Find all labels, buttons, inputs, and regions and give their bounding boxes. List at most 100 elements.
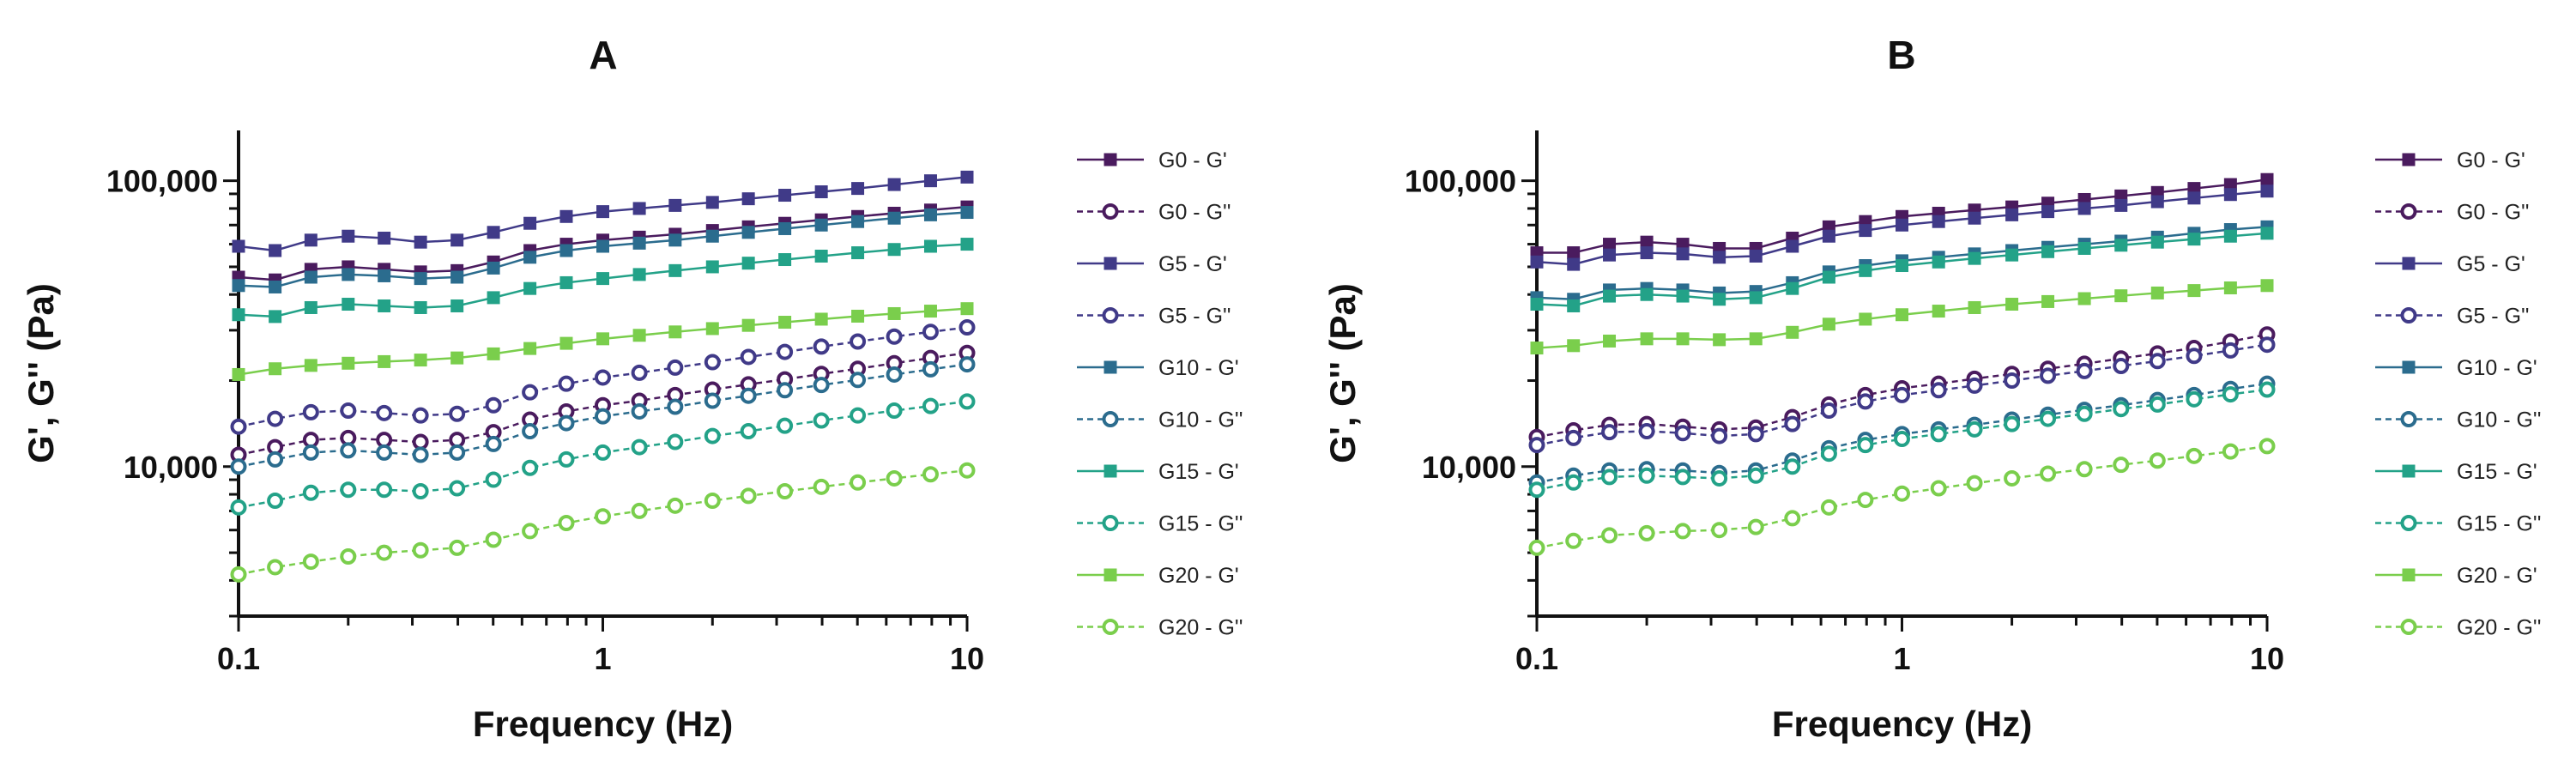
data-point <box>269 362 282 376</box>
legend-label: G20 - G'' <box>2457 616 2541 640</box>
data-point <box>1859 263 1872 277</box>
data-point <box>741 192 755 206</box>
data-point <box>522 523 539 540</box>
data-point <box>1966 420 1983 438</box>
legend-marker <box>2400 411 2417 427</box>
data-point <box>522 423 539 440</box>
data-point <box>340 547 357 565</box>
series-g20-gp <box>232 302 974 381</box>
data-point <box>1640 235 1654 249</box>
data-point <box>887 178 901 191</box>
data-point <box>777 343 794 360</box>
data-point <box>2150 235 2164 249</box>
data-point <box>1749 332 1763 346</box>
data-point <box>1784 510 1801 527</box>
legend-item: G0 - G'' <box>1077 201 1231 225</box>
data-point <box>2005 208 2019 221</box>
data-point <box>342 356 355 370</box>
data-point <box>412 407 429 424</box>
legend-label: G20 - G'' <box>1158 616 1243 640</box>
data-point <box>631 502 648 519</box>
data-point <box>667 433 684 451</box>
data-point <box>851 309 865 323</box>
data-point <box>1565 532 1582 549</box>
legend-item: G10 - G' <box>2375 356 2537 380</box>
data-point <box>1930 480 1947 497</box>
data-point <box>1713 251 1726 264</box>
data-point <box>523 342 537 355</box>
series-g20-gp <box>1530 279 2274 355</box>
data-point <box>922 466 939 483</box>
data-point <box>2187 233 2201 246</box>
data-point <box>632 236 646 250</box>
y-tick-label: 100,000 <box>1405 164 1516 199</box>
data-point <box>340 402 357 420</box>
data-point <box>887 306 901 320</box>
data-point <box>558 375 575 392</box>
data-point <box>632 202 646 215</box>
data-point <box>2259 381 2276 398</box>
data-point <box>414 272 427 286</box>
data-point <box>704 427 721 444</box>
series-g10-gp <box>232 206 974 293</box>
legend-label: G0 - G'' <box>2457 201 2530 225</box>
legend-marker <box>2402 360 2416 374</box>
data-point <box>958 319 976 336</box>
data-point <box>450 299 464 312</box>
data-point <box>559 275 573 289</box>
data-point <box>851 182 865 196</box>
y-tick-label: 100,000 <box>106 164 218 199</box>
data-point <box>777 483 794 500</box>
data-point <box>2040 465 2057 482</box>
data-point <box>631 364 648 381</box>
data-point <box>705 322 719 336</box>
data-point <box>1932 255 1945 269</box>
data-point <box>376 481 393 499</box>
data-point <box>340 442 357 459</box>
data-point <box>886 328 903 345</box>
data-point <box>267 410 284 427</box>
data-point <box>960 238 974 251</box>
data-point <box>269 280 282 293</box>
data-point <box>667 497 684 514</box>
x-tick-label: 0.1 <box>1515 641 1558 676</box>
data-point <box>740 487 757 505</box>
data-point <box>778 316 792 330</box>
data-point <box>960 206 974 220</box>
legend-item: G10 - G' <box>1077 356 1239 380</box>
data-point <box>595 408 611 425</box>
data-point <box>2004 469 2021 487</box>
data-point <box>2223 281 2237 294</box>
data-point <box>1747 467 1764 484</box>
data-point <box>522 384 539 401</box>
data-point <box>378 232 391 245</box>
data-point <box>1820 445 1837 463</box>
data-point <box>1676 247 1690 261</box>
data-point <box>450 233 464 247</box>
data-point <box>1530 255 1544 269</box>
data-point <box>1749 249 1763 263</box>
data-point <box>2259 438 2276 455</box>
data-point <box>1822 317 1835 331</box>
data-point <box>596 332 609 346</box>
legend-marker <box>1104 360 1117 374</box>
chart-panel-a: A 10,000 100,000 0.1 1 10 Frequency (Hz) G', G'… <box>21 33 1243 744</box>
data-point <box>304 233 317 247</box>
y-axis-label: G', G'' (Pa) <box>21 283 61 463</box>
data-point <box>777 382 794 399</box>
data-point <box>1528 539 1545 556</box>
data-point <box>705 229 719 243</box>
data-point <box>1601 469 1618 486</box>
legend-marker <box>2402 257 2416 270</box>
legend-item: G15 - G' <box>1077 460 1239 484</box>
data-point <box>1674 523 1691 540</box>
data-point <box>2077 292 2091 305</box>
data-point <box>232 308 245 322</box>
data-point <box>1530 342 1544 355</box>
legend-item: G5 - G' <box>1077 252 1227 276</box>
data-point <box>704 354 721 371</box>
data-point <box>559 244 573 257</box>
data-point <box>414 354 427 367</box>
data-point <box>2149 452 2166 469</box>
data-point <box>923 174 937 188</box>
